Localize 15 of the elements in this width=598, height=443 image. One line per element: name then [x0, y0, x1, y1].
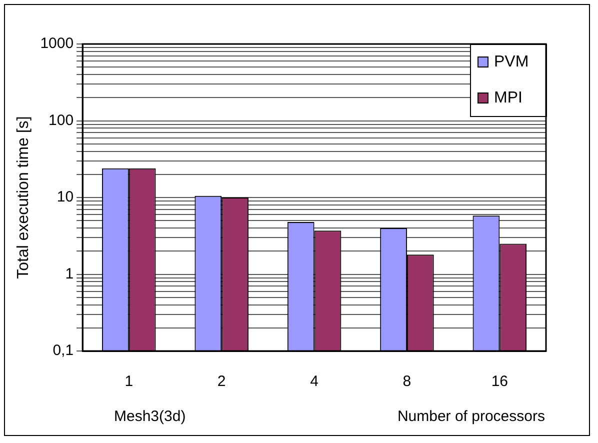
y-tick-label: 10	[56, 188, 74, 206]
y-tick-label: 1	[65, 265, 74, 282]
x-axis-title: Number of processors	[397, 408, 545, 425]
x-tick-label: 4	[310, 373, 318, 390]
y-axis-title: Total execution time [s]	[15, 116, 32, 279]
x-tick-label: 1	[124, 373, 134, 390]
x-tick-label: 16	[491, 373, 508, 390]
text: Mesh3(3d)	[114, 408, 186, 425]
legend-label: PVM	[494, 53, 529, 70]
y-tick-label: 1000	[40, 35, 74, 52]
legend-label: MPI	[494, 89, 522, 106]
x-tick-label: 8	[402, 373, 412, 390]
y-tick-label: 100	[48, 112, 74, 129]
y-tick-label: 0,1	[52, 342, 74, 360]
x-tick-label: 2	[217, 373, 226, 390]
